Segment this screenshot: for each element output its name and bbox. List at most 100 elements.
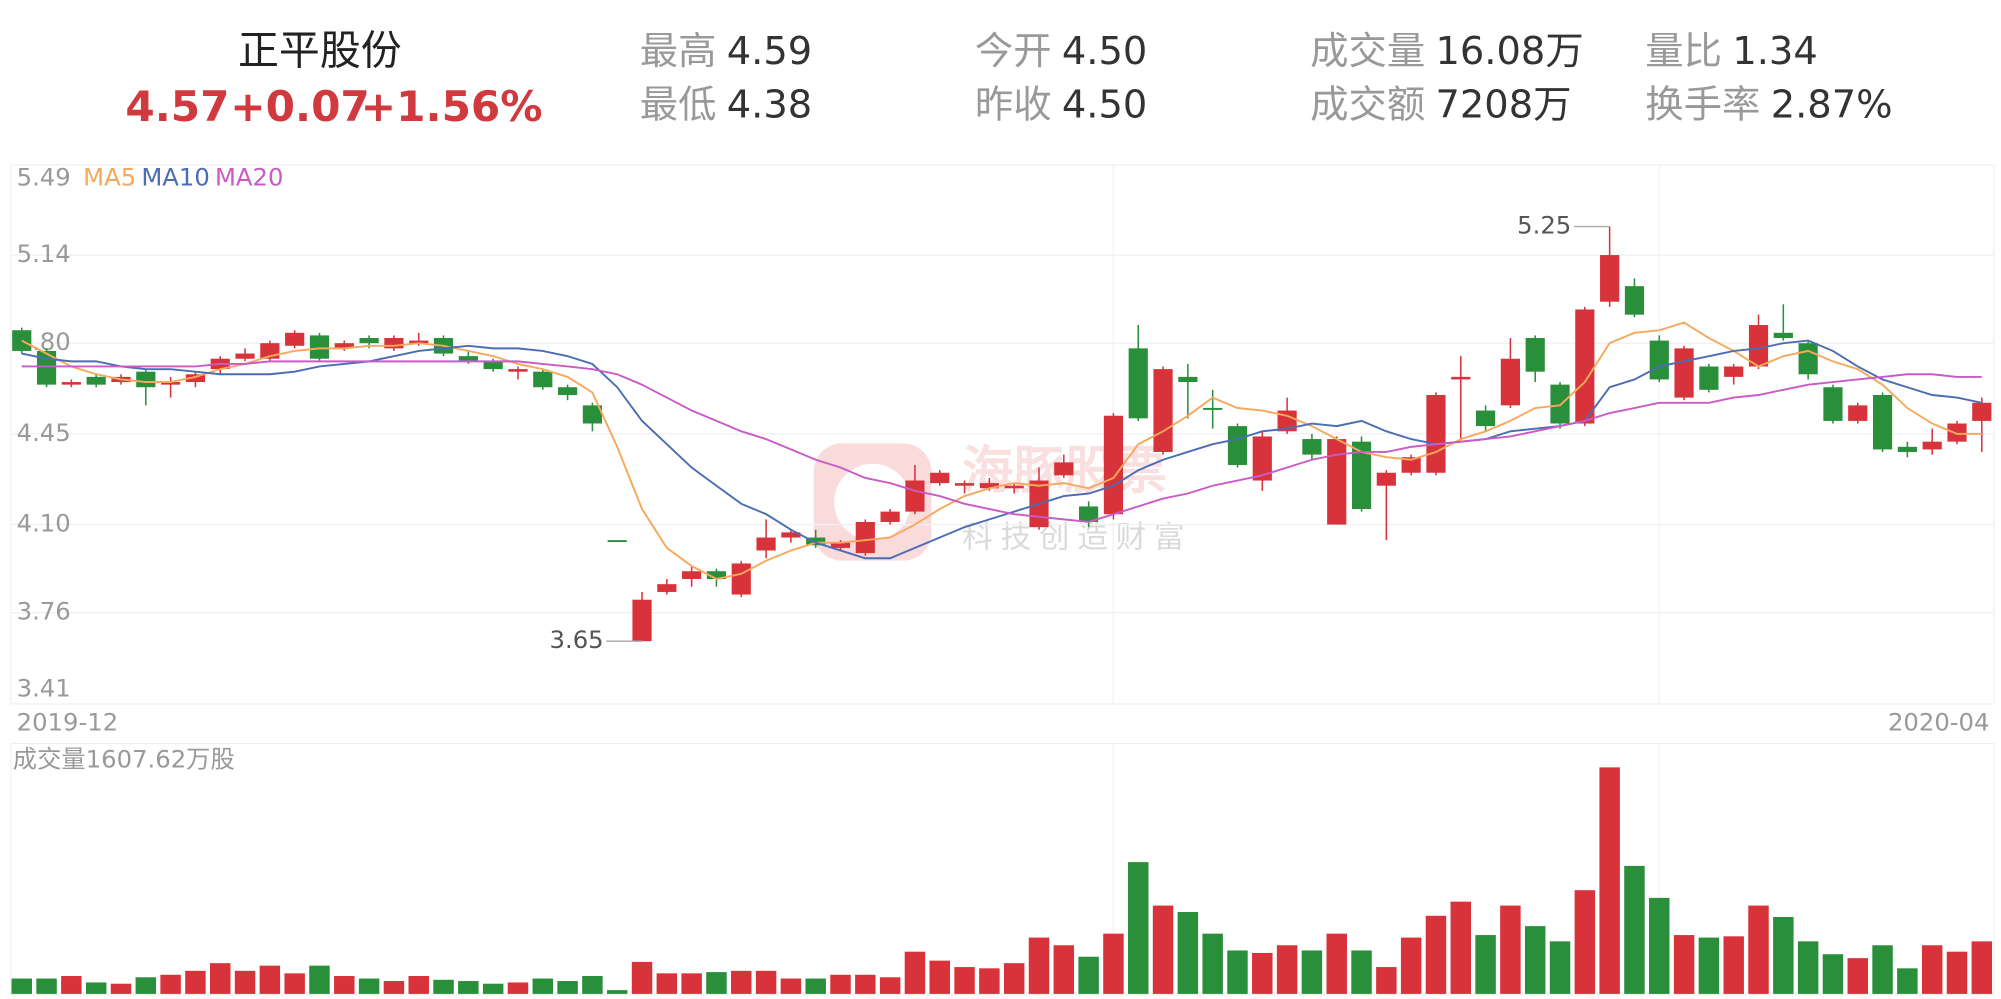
volume-bar [1673,935,1695,994]
volume-bar [681,973,702,994]
volume-bar [334,976,355,994]
volume-bar [433,979,454,994]
legend-entry: MA20 [215,162,284,191]
candle-body [458,356,478,362]
volume-bar [1549,941,1571,994]
volume-bar [458,981,479,994]
stat-label: 成交量 [1310,29,1425,74]
volume-bar [482,983,504,994]
candle-body [1525,337,1545,372]
stat-value: 16.08万 [1435,29,1583,74]
candle-body [1178,376,1198,383]
candle-body [1401,457,1421,473]
candle-body [682,571,702,579]
candle-body [1897,446,1917,453]
volume-bar [1450,901,1472,994]
candle-body [1600,255,1620,302]
volume-bar [1103,933,1124,994]
volume-label: 成交量1607.62万股 [13,745,235,774]
volume-bar [830,974,851,994]
watermark-subtitle: 科技创造财富 [962,521,1192,556]
volume-bar [1400,937,1422,994]
volume-bar [1723,936,1744,994]
x-tick-label: 2020-04 [1888,708,1990,737]
volume-bar [259,965,281,994]
change: +0.07 [230,82,370,131]
legend-entry: MA10 [141,162,210,191]
ma-line [21,321,1982,581]
volume-frame [10,742,1995,996]
volume-bar [185,970,206,994]
volume-bar [135,977,157,994]
volume-bar [1599,767,1620,994]
volume-bar [85,982,107,994]
ma-line [21,339,1983,560]
volume-bar [309,965,330,994]
volume-bar [557,981,578,994]
candle-body [1426,395,1446,473]
volume-bar [606,990,628,994]
volume-bar [1500,905,1521,994]
volume-bar [904,951,926,994]
candle-body [1451,376,1471,380]
candle-body [359,337,379,344]
volume-bar [1301,950,1323,994]
stat-value: 7208万 [1435,83,1571,128]
candle-body [483,361,503,370]
y-tick-label: 3.76 [17,597,71,626]
stat-label: 今开 [975,29,1052,74]
volume-bar [1053,945,1075,994]
candle-body [86,376,106,385]
candle-body [1475,410,1496,427]
candle-body [1823,387,1843,421]
volume-bar [1524,926,1546,994]
volume-bar [780,978,802,994]
candle-body [1872,395,1893,450]
volume-bar [61,976,82,994]
volume-bar [36,978,57,994]
volume-bar [631,961,653,994]
candle-body [1922,441,1942,450]
volume-bar [507,982,529,994]
volume-bar [1624,865,1645,994]
candle-body [1128,348,1148,419]
volume-bar [1152,905,1174,994]
annotation-label: 3.65 [550,625,604,654]
candle-body [235,353,255,359]
candle-body [1674,348,1694,398]
candle-body [781,532,801,538]
candle-body [1724,366,1744,377]
candle-body [1972,402,1992,421]
candle-body [557,387,578,396]
volume-bar [284,973,305,994]
stat-label: 最高 [640,29,717,74]
volume-bar [1351,950,1372,994]
candle-body [1649,340,1669,380]
candle-body [1054,462,1074,476]
volume-bar [210,963,231,994]
stat-value: 4.50 [1062,83,1147,128]
candle-body [1302,439,1322,455]
volume-bar [1797,941,1819,994]
volume-bar [879,977,901,994]
legend-entry: MA5 [83,162,136,191]
volume-bar [954,967,975,994]
ma-line [21,360,1982,523]
y-tick-label: 4.10 [17,509,71,538]
volume-bar [532,978,554,994]
stat-value: 4.50 [1062,29,1147,74]
candle-body [657,584,677,592]
volume-bar [656,973,678,994]
volume-bar [731,970,752,994]
candle-body [1500,358,1520,406]
volume-bar [234,970,256,994]
y-tick-label: 3.41 [17,673,71,702]
candle-body [880,511,900,522]
volume-bar [706,972,727,994]
x-tick-label: 2019-12 [17,708,119,737]
candle-body [185,374,206,383]
candle-body [756,537,776,551]
volume-bar [1872,945,1893,994]
